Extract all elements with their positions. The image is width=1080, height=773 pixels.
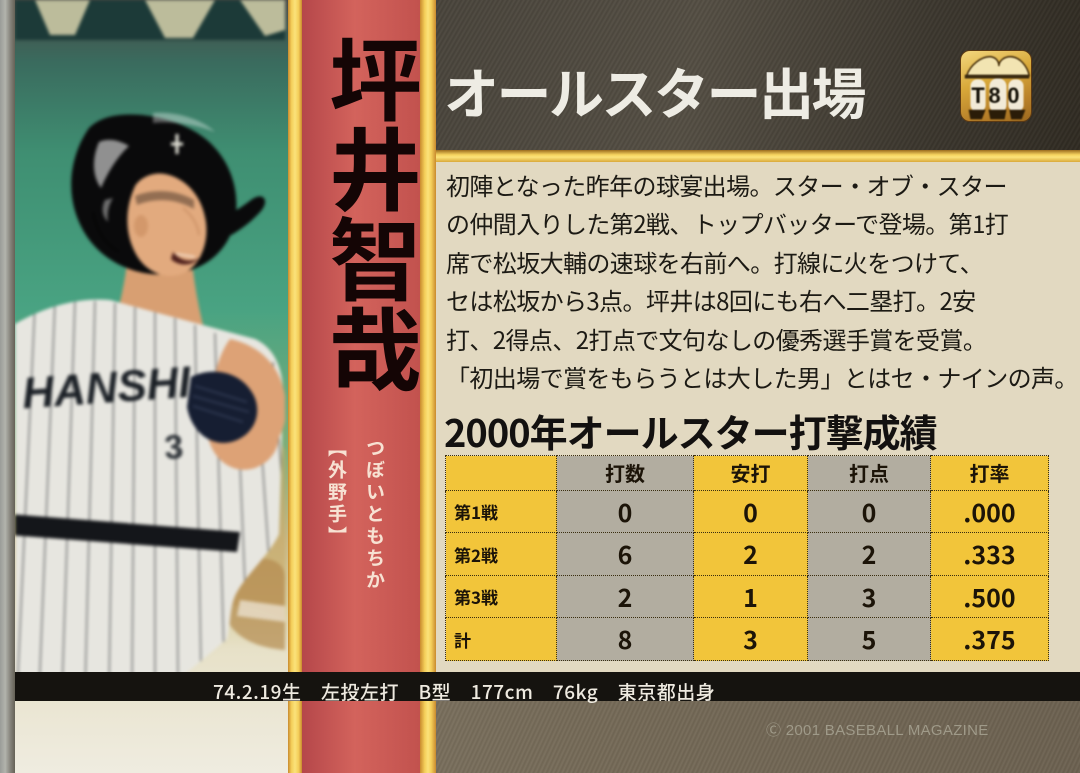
svg-text:T: T	[971, 83, 985, 108]
svg-text:8: 8	[988, 83, 1000, 108]
svg-text:0: 0	[1007, 83, 1019, 108]
svg-text:3: 3	[163, 428, 184, 467]
